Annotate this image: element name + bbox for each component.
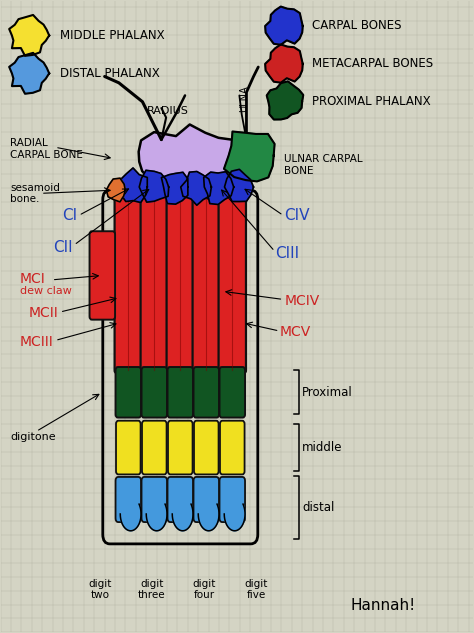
Polygon shape <box>120 504 141 531</box>
Polygon shape <box>265 44 303 83</box>
Text: digit
five: digit five <box>244 579 268 600</box>
Text: MCI: MCI <box>19 272 46 285</box>
FancyBboxPatch shape <box>193 367 219 418</box>
FancyBboxPatch shape <box>142 421 166 474</box>
FancyBboxPatch shape <box>116 367 141 418</box>
Text: digit
four: digit four <box>192 579 216 600</box>
FancyBboxPatch shape <box>116 421 141 474</box>
Polygon shape <box>9 15 49 56</box>
Text: METACARPAL BONES: METACARPAL BONES <box>312 58 433 70</box>
Text: middle: middle <box>302 441 343 454</box>
FancyBboxPatch shape <box>220 421 245 474</box>
Polygon shape <box>267 82 303 120</box>
FancyBboxPatch shape <box>115 196 142 373</box>
Text: CIII: CIII <box>275 246 299 261</box>
Text: MCIV: MCIV <box>284 294 319 308</box>
Polygon shape <box>224 132 274 182</box>
Text: PROXIMAL PHALANX: PROXIMAL PHALANX <box>312 95 430 108</box>
FancyBboxPatch shape <box>142 367 167 418</box>
Text: Hannah!: Hannah! <box>350 598 416 613</box>
Polygon shape <box>106 179 125 202</box>
Polygon shape <box>181 172 211 205</box>
Text: CII: CII <box>53 239 73 254</box>
Text: ULNA: ULNA <box>239 85 249 112</box>
Polygon shape <box>9 53 49 94</box>
FancyBboxPatch shape <box>90 231 115 320</box>
FancyBboxPatch shape <box>194 421 219 474</box>
Polygon shape <box>146 504 167 531</box>
FancyBboxPatch shape <box>141 196 168 373</box>
FancyBboxPatch shape <box>219 196 246 373</box>
FancyBboxPatch shape <box>167 367 193 418</box>
Text: DISTAL PHALANX: DISTAL PHALANX <box>60 67 160 80</box>
Text: Proximal: Proximal <box>302 385 353 399</box>
Polygon shape <box>172 504 193 531</box>
Polygon shape <box>225 170 254 201</box>
Text: RADIAL
CARPAL BONE: RADIAL CARPAL BONE <box>10 139 83 160</box>
Text: digitone: digitone <box>10 432 56 441</box>
Text: digit
three: digit three <box>138 579 166 600</box>
Polygon shape <box>117 168 147 203</box>
Text: MCV: MCV <box>280 325 311 339</box>
Polygon shape <box>198 504 219 531</box>
Polygon shape <box>161 172 188 204</box>
Text: CI: CI <box>62 208 77 223</box>
FancyBboxPatch shape <box>192 196 220 373</box>
FancyBboxPatch shape <box>193 477 219 522</box>
Text: digit
two: digit two <box>88 579 112 600</box>
Text: ULNAR CARPAL
BONE: ULNAR CARPAL BONE <box>284 154 363 176</box>
FancyBboxPatch shape <box>166 196 194 373</box>
Polygon shape <box>139 170 169 202</box>
Text: MIDDLE PHALANX: MIDDLE PHALANX <box>60 29 164 42</box>
Polygon shape <box>139 125 251 199</box>
Text: MCIII: MCIII <box>19 335 54 349</box>
Text: CARPAL BONES: CARPAL BONES <box>312 20 401 32</box>
FancyBboxPatch shape <box>167 477 193 522</box>
Text: RADIUS: RADIUS <box>147 106 189 116</box>
FancyBboxPatch shape <box>168 421 192 474</box>
FancyBboxPatch shape <box>219 477 245 522</box>
Text: dew claw: dew claw <box>19 286 72 296</box>
Text: distal: distal <box>302 501 335 514</box>
Polygon shape <box>224 504 245 531</box>
Text: sesamoid
bone.: sesamoid bone. <box>10 182 60 204</box>
FancyBboxPatch shape <box>142 477 167 522</box>
Polygon shape <box>204 172 234 204</box>
FancyBboxPatch shape <box>116 477 141 522</box>
Polygon shape <box>265 6 303 45</box>
Text: CIV: CIV <box>284 208 310 223</box>
Text: MCII: MCII <box>29 306 59 320</box>
FancyBboxPatch shape <box>219 367 245 418</box>
